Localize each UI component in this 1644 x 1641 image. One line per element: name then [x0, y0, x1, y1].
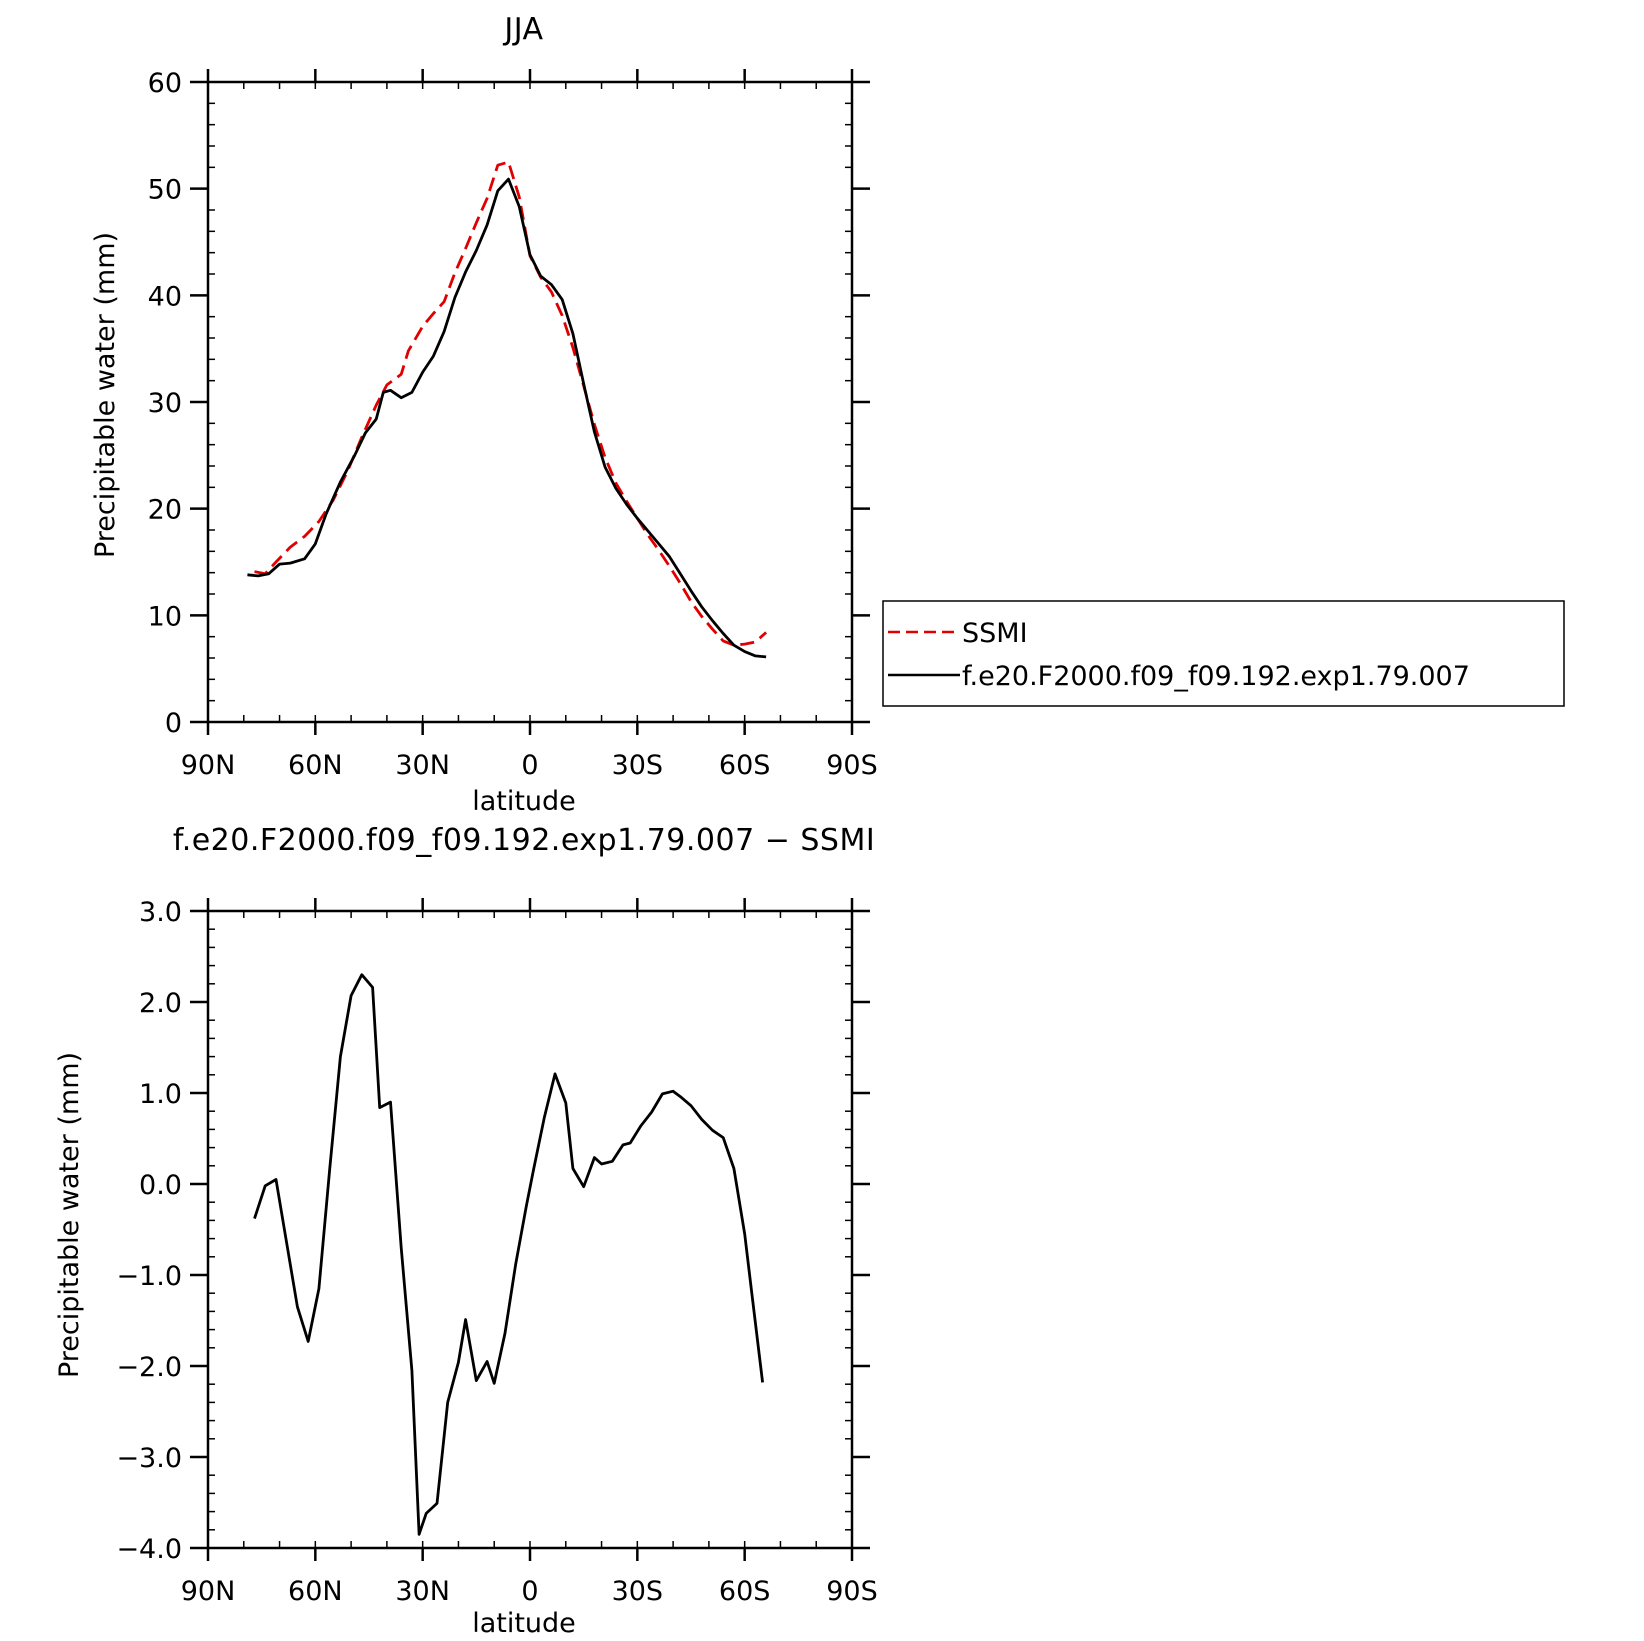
bottom-y-tick-label: −4.0 — [116, 1534, 182, 1565]
bottom-series-difference-line — [253, 973, 764, 1536]
bottom-y-tick-label: 2.0 — [139, 988, 182, 1019]
bottom-x-tick-label: 60S — [719, 1576, 771, 1607]
bottom-x-tick-label: 90N — [181, 1576, 236, 1607]
top-panel-y-axis-label: Precipitable water (mm) — [90, 232, 121, 558]
bottom-x-tick-label: 30S — [612, 1576, 664, 1607]
legend-label-model: f.e20.F2000.f09_f09.192.exp1.79.007 — [962, 661, 1470, 692]
bottom-y-tick-label: 0.0 — [139, 1170, 182, 1201]
top-y-tick-label: 40 — [148, 281, 182, 312]
bottom-y-tick-label: −2.0 — [116, 1352, 182, 1383]
bottom-y-tick-label: −1.0 — [116, 1261, 182, 1292]
bottom-x-tick-label: 30N — [395, 1576, 450, 1607]
bottom-y-tick-label: 3.0 — [139, 897, 182, 928]
top-panel: JJA latitude Precipitable water (mm) 90N… — [90, 12, 878, 817]
bottom-plot-frame — [206, 909, 854, 1550]
bottom-y-tick-label: 1.0 — [139, 1079, 182, 1110]
top-y-tick-label: 0 — [165, 708, 182, 739]
top-x-tick-label: 60N — [288, 750, 343, 781]
top-y-tick-label: 10 — [148, 601, 182, 632]
legend: SSMI f.e20.F2000.f09_f09.192.exp1.79.007 — [882, 600, 1565, 707]
top-x-tick-label: 30N — [395, 750, 450, 781]
top-x-tick-label: 90N — [181, 750, 236, 781]
top-y-tick-label: 60 — [148, 68, 182, 99]
top-x-tick-label: 30S — [612, 750, 664, 781]
legend-label-ssmi: SSMI — [962, 618, 1028, 649]
bottom-panel: f.e20.F2000.f09_f09.192.exp1.79.007 − SS… — [54, 823, 878, 1639]
bottom-x-tick-label: 90S — [826, 1576, 878, 1607]
top-panel-x-axis-label: latitude — [472, 786, 576, 817]
top-plot-frame — [206, 80, 854, 724]
bottom-panel-y-axis-label: Precipitable water (mm) — [54, 1052, 85, 1378]
bottom-x-tick-label: 60N — [288, 1576, 343, 1607]
bottom-panel-title: f.e20.F2000.f09_f09.192.exp1.79.007 − SS… — [173, 823, 875, 858]
top-series-ssmi-line — [254, 160, 768, 647]
top-series-model-line — [247, 177, 767, 659]
bottom-panel-x-axis-label: latitude — [472, 1608, 576, 1639]
legend-frame — [882, 600, 1565, 707]
top-x-tick-label: 0 — [521, 750, 538, 781]
top-x-tick-label: 60S — [719, 750, 771, 781]
top-y-tick-label: 20 — [148, 495, 182, 526]
bottom-y-tick-label: −3.0 — [116, 1443, 182, 1474]
top-y-tick-label: 30 — [148, 388, 182, 419]
top-panel-title: JJA — [502, 12, 543, 47]
top-x-tick-label: 90S — [826, 750, 878, 781]
bottom-x-tick-label: 0 — [521, 1576, 538, 1607]
top-y-tick-label: 50 — [148, 175, 182, 206]
